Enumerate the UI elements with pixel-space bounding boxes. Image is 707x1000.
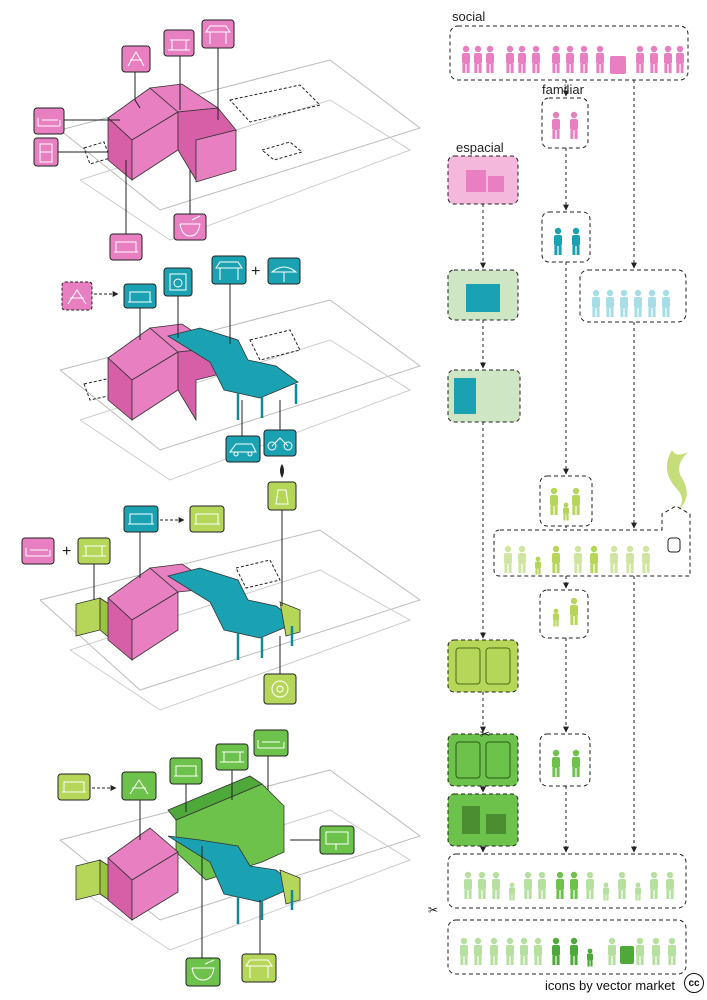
stage-3-callouts [93,506,283,676]
site-outline [39,529,422,691]
plus-sign: + [251,263,260,280]
stage-3-icons: + [21,464,297,705]
green-upper-volume-roof [167,775,263,821]
scissors-icon-left: ✂ [428,903,438,917]
dashed-footprint [235,559,281,589]
stage-1-icons [33,19,235,261]
social-group-pink [449,25,689,81]
extension-teal-roof [166,327,299,399]
stage-4-house [57,729,422,987]
social-people-pink [462,45,684,74]
espacial-box-4 [447,639,519,693]
house-wall-mid [131,851,179,921]
extension-posts [236,890,294,924]
billboard-icon [319,825,355,855]
bed-icon [33,107,65,135]
table-icon [163,29,195,57]
espacial-box-5: ✂ [447,727,519,787]
dashed-footprint-3 [83,141,111,165]
familiar-box-4 [539,589,589,639]
sofa-icon [123,283,157,309]
scissors-icon: ✂ [480,727,490,741]
icon-credit: icons by vector market [545,978,676,993]
familiar-box-1 [541,97,589,149]
bed-icon [21,537,55,565]
house-wall-mid [131,591,179,661]
tent-icon-lime [241,953,277,983]
lime-block-right [279,869,301,905]
social-frame-1 [449,25,689,81]
sofa-icon [109,233,143,261]
plus-sign: + [62,543,71,560]
lime-block-left [75,597,101,637]
stage-2-icons: + [61,255,301,463]
sofa-icon-green [169,757,203,785]
speaker-icon-green [620,946,634,964]
familiar-box-3 [539,475,593,527]
stage-3-house: + [21,464,422,711]
dashed-footprint-2 [260,141,304,161]
stall-icon-green [121,771,157,801]
stage-4-callouts [92,754,322,962]
flame-icon [280,464,284,478]
social-group-pale-green [447,853,687,909]
stall-icon-dashed [61,281,93,311]
site-outline [59,59,422,211]
stall-icon [121,45,151,73]
espacial-box-6 [447,793,519,847]
social-frame-2 [579,269,687,323]
social-group-light-blue [579,269,687,323]
sofa-icon-lime [189,505,225,533]
umbrella-icon [267,257,301,285]
flower-icon [263,673,297,705]
smoke-icon [666,450,688,512]
site-outline-inner [79,99,412,241]
stage-1-callouts [54,42,219,238]
table-icon-green [215,743,249,771]
label-social: social [452,9,486,24]
lamp-icon [267,481,297,511]
cc-icon: cc [684,973,704,993]
extension-posts [236,384,298,420]
market-tent-icon [201,19,235,49]
site-outline [59,299,422,451]
espacial-box-1 [447,155,519,205]
label-familiar: familiar [542,82,584,97]
dashed-footprint-2 [249,329,301,361]
sofa-icon [123,505,159,533]
bed-icon-green [253,729,289,757]
desk-icon [77,537,111,565]
stage-1-house [33,19,422,261]
lime-block-left [75,859,101,901]
dashed-footprint [229,84,321,123]
sofa-icon-lime [57,773,91,801]
social-frame-4 [447,853,687,909]
extension-posts [236,626,294,660]
stage-2-house: + [59,255,422,481]
espacial-box-3 [447,369,521,423]
label-espacial: espacial [456,140,504,155]
familiar-box-2 [541,211,591,263]
social-group-final: ✂ [428,903,687,975]
flow-arrows [480,80,637,853]
social-frame-5 [447,919,687,975]
social-frame-3 [493,505,691,577]
speaker-icon [610,56,626,74]
lime-block-right [279,601,301,637]
washing-machine-icon [163,267,193,297]
house-wall-right-front [195,129,237,183]
mortar-icon [173,213,207,241]
extension-teal-roof [166,567,299,639]
stage-2-callouts [94,278,281,438]
mortar-icon-green [185,957,221,987]
espacial-box-2 [447,269,519,321]
dashed-footprint [83,375,127,401]
stage-4-icons [57,729,355,987]
social-group-lime [493,505,691,577]
familiar-box-5 [539,733,591,787]
market-tent-icon [211,255,247,285]
